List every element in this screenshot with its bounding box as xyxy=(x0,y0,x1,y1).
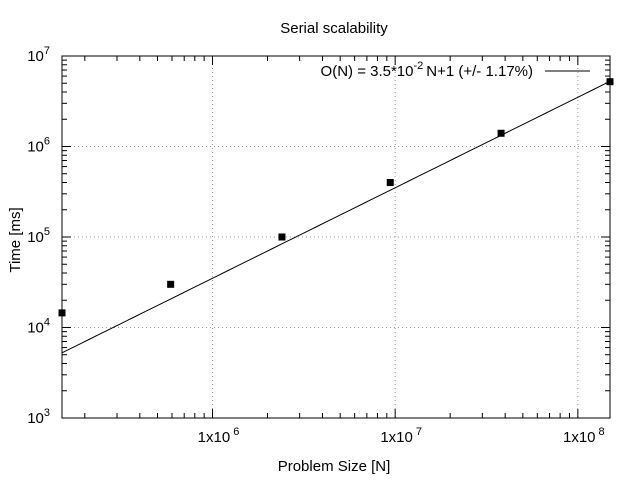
data-point xyxy=(58,309,66,317)
x-tick-label-exp: 6 xyxy=(233,426,239,438)
y-tick-label-exp: 5 xyxy=(44,226,50,238)
y-tick-label-base: 10 xyxy=(27,410,44,427)
x-axis-label: Problem Size [N] xyxy=(278,458,391,475)
grid-lines xyxy=(62,56,610,418)
x-tick-labels: 1x10 6 1x10 7 1x10 8 xyxy=(198,426,605,446)
y-tick-label: 103 xyxy=(27,407,50,427)
data-point xyxy=(606,78,614,86)
y-tick-label-exp: 4 xyxy=(44,317,50,329)
data-points xyxy=(58,78,614,317)
chart-title: Serial scalability xyxy=(280,20,388,37)
y-axis-label: Time [ms] xyxy=(7,207,24,272)
legend-label-post: N+1 (+/- 1.17%) xyxy=(426,63,533,80)
x-tick-label: 1x10 7 xyxy=(380,426,422,446)
legend-label-pre: O(N) = 3.5*10 xyxy=(321,63,414,80)
y-tick-label-exp: 6 xyxy=(44,136,50,148)
x-tick-label-base: 1x10 xyxy=(563,429,596,446)
data-point xyxy=(497,129,505,137)
x-tick-label-base: 1x10 xyxy=(198,429,231,446)
tick-marks xyxy=(62,55,610,419)
fit-line xyxy=(61,80,611,354)
x-tick-label-exp: 8 xyxy=(599,426,605,438)
plot-frame xyxy=(61,55,611,419)
data-point xyxy=(167,280,175,288)
y-tick-label-base: 10 xyxy=(27,320,44,337)
x-tick-label: 1x10 6 xyxy=(198,426,240,446)
x-tick-label: 1x10 8 xyxy=(563,426,605,446)
y-tick-label-base: 10 xyxy=(27,48,44,65)
y-tick-label: 104 xyxy=(27,317,50,337)
x-tick-label-base: 1x10 xyxy=(380,429,413,446)
data-point xyxy=(278,233,286,241)
legend-label: O(N) = 3.5*10-2 N+1 (+/- 1.17%) xyxy=(321,60,533,80)
y-tick-label: 106 xyxy=(27,136,50,156)
x-tick-label-exp: 7 xyxy=(416,426,422,438)
y-tick-label-base: 10 xyxy=(27,229,44,246)
y-tick-label: 107 xyxy=(27,45,50,65)
legend-label-exp: -2 xyxy=(414,60,424,72)
data-point xyxy=(386,179,394,187)
y-tick-label-base: 10 xyxy=(27,139,44,156)
legend: O(N) = 3.5*10-2 N+1 (+/- 1.17%) xyxy=(321,60,590,80)
y-tick-label-exp: 3 xyxy=(44,407,50,419)
y-tick-label-exp: 7 xyxy=(44,45,50,57)
y-tick-label: 105 xyxy=(27,226,50,246)
